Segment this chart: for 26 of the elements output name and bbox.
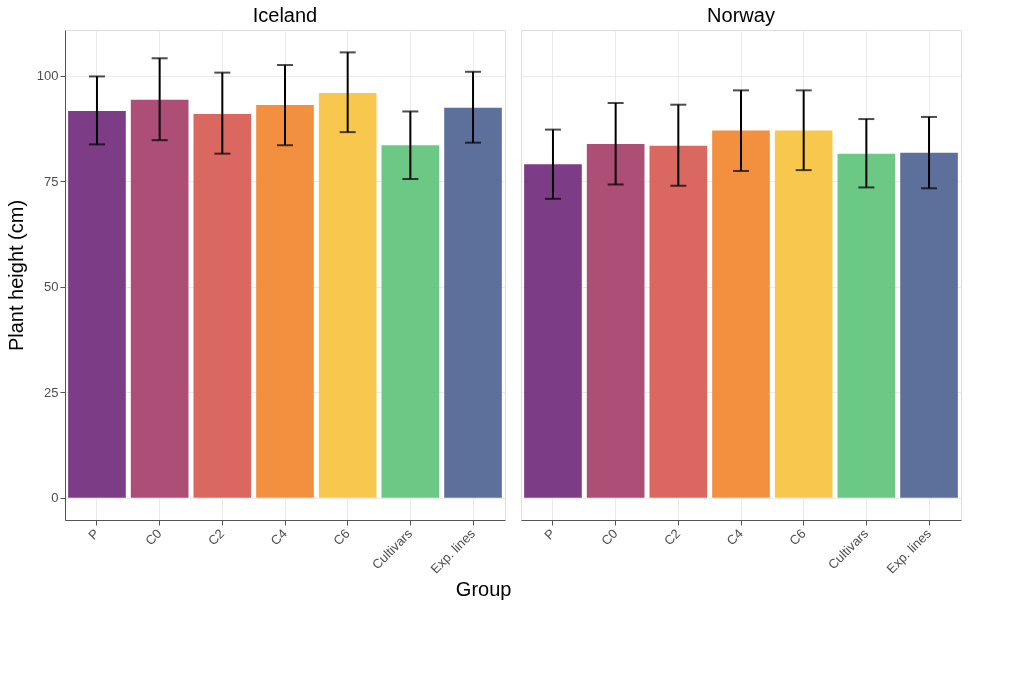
bar bbox=[837, 153, 896, 498]
bar bbox=[524, 164, 582, 498]
x-tick-label: C4 bbox=[267, 525, 290, 549]
chart-title: Iceland bbox=[252, 4, 318, 26]
x-tick-label: C2 bbox=[660, 525, 684, 549]
bar bbox=[586, 143, 645, 498]
y-tick-label: 75 bbox=[44, 173, 59, 189]
x-tick-label: C4 bbox=[723, 525, 746, 549]
x-tick-label: C0 bbox=[142, 525, 165, 549]
y-tick-label: 100 bbox=[36, 68, 59, 84]
bar bbox=[712, 130, 770, 498]
x-tick-label: C0 bbox=[598, 525, 621, 549]
y-tick-label: 0 bbox=[51, 490, 59, 506]
x-tick-label: P bbox=[85, 525, 102, 543]
y-tick-label: 50 bbox=[44, 279, 59, 295]
chart-title: Norway bbox=[707, 4, 775, 26]
y-axis-title: Plant height (cm) bbox=[4, 199, 27, 352]
bar bbox=[774, 130, 833, 498]
y-tick-label: 25 bbox=[44, 384, 59, 400]
bar bbox=[649, 145, 708, 498]
x-tick-label: P bbox=[541, 525, 558, 543]
x-axis-title: Group bbox=[455, 578, 512, 601]
x-tick-label: C6 bbox=[330, 525, 353, 549]
bar bbox=[900, 152, 958, 498]
x-tick-label: C2 bbox=[204, 525, 228, 549]
x-tick-label: C6 bbox=[786, 525, 809, 549]
